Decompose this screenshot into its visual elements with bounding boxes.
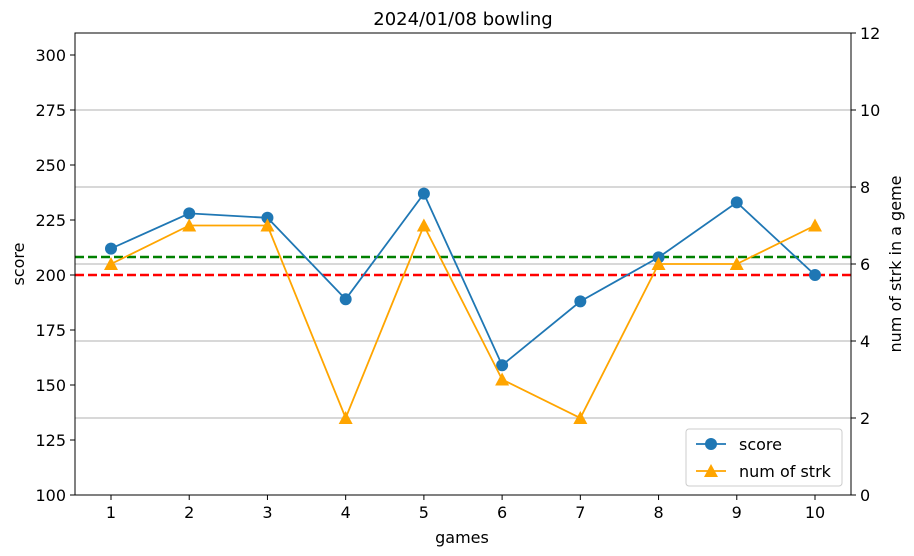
data-point <box>496 359 509 372</box>
legend: score num of strk <box>685 428 843 487</box>
series-line-score <box>110 191 816 367</box>
y2-tick-label: 6 <box>860 255 870 274</box>
y-tick-label: 225 <box>35 211 66 230</box>
x-tick-label: 4 <box>341 503 351 522</box>
x-tick-label: 5 <box>419 503 429 522</box>
data-point <box>182 218 197 232</box>
y-tick-label: 250 <box>35 156 66 175</box>
legend-marker <box>705 438 717 450</box>
data-point <box>105 242 117 255</box>
data-point <box>573 411 588 424</box>
x-tick-label: 10 <box>805 503 825 522</box>
data-point <box>416 218 431 232</box>
data-point <box>417 187 430 200</box>
y2-axis-label: num of strk in a geme <box>886 176 905 353</box>
series-line-num-of-strk <box>110 223 816 421</box>
y-tick-label: 275 <box>35 101 66 120</box>
x-tick-label: 9 <box>732 503 742 522</box>
data-point <box>338 411 353 424</box>
series-layer <box>104 187 822 424</box>
x-tick-label: 3 <box>262 503 272 522</box>
chart-title: 2024/01/08 bowling <box>373 9 552 30</box>
y-tick-label: 100 <box>35 486 66 505</box>
y-tick-label: 125 <box>35 431 66 450</box>
data-point <box>183 207 196 220</box>
data-point <box>730 196 743 209</box>
data-point <box>651 257 666 270</box>
legend-label: num of strk <box>739 462 832 481</box>
data-point <box>104 257 118 270</box>
data-point <box>808 218 822 232</box>
x-tick-label: 2 <box>184 503 194 522</box>
data-point <box>809 269 821 281</box>
data-point <box>729 257 744 270</box>
y2-tick-label: 0 <box>860 486 870 505</box>
y-axis-label: score <box>9 243 28 286</box>
y2-tick-label: 4 <box>860 332 870 351</box>
y-tick-label: 150 <box>35 376 66 395</box>
data-point <box>339 293 352 306</box>
x-tick-label: 1 <box>106 503 116 522</box>
y2-tick-label: 8 <box>860 178 870 197</box>
x-tick-label: 6 <box>497 503 507 522</box>
data-point <box>261 211 274 224</box>
x-tick-label: 8 <box>653 503 663 522</box>
legend-marker <box>704 464 718 477</box>
y-tick-label: 175 <box>35 321 66 340</box>
legend-label: score <box>739 435 782 454</box>
x-axis-label: games <box>435 528 489 547</box>
y2-tick-label: 2 <box>860 409 870 428</box>
data-point <box>260 218 275 232</box>
x-tick-label: 7 <box>575 503 585 522</box>
y-tick-label: 300 <box>35 46 66 65</box>
y2-tick-label: 12 <box>860 24 880 43</box>
grid-lines <box>75 109 851 419</box>
data-point <box>574 295 587 308</box>
data-point <box>495 372 510 386</box>
y2-tick-label: 10 <box>860 101 880 120</box>
y-tick-label: 200 <box>35 266 66 285</box>
